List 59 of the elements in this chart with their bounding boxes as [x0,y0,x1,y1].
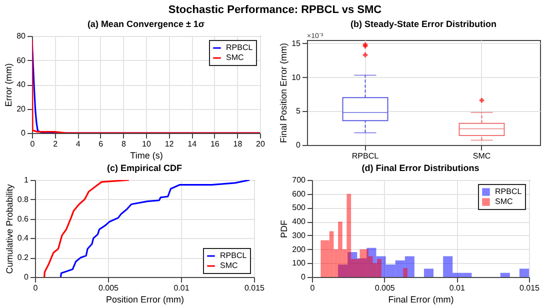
y-tick-label: 20 [16,104,26,114]
x-tick-label: 0.015 [519,284,540,292]
legend-label: SMC [220,261,238,270]
y-tick-label: 0 [21,128,26,138]
y-axis-title: Cumulative Probability [4,184,14,274]
y-tick-label: 0 [24,272,30,282]
y-tick-label: 60 [16,56,26,65]
legend-label: SMC [495,197,513,206]
x-tick-label: 10 [142,140,152,148]
x-axis-title: Final Error (mm) [388,294,454,304]
x-tick-label: 8 [121,140,126,148]
x-tick-label: 4 [76,140,81,148]
y-tick-label: 40 [16,80,26,89]
x-tick-label: 16 [210,140,220,148]
y-axis-title: PDF [279,220,290,238]
chart-title: (c) Empirical CDF [106,163,183,173]
y-tick-label: 700 [292,176,306,184]
x-tick-label: 0 [30,140,36,148]
y-tick-label: 100 [292,258,306,268]
chart-title: (a) Mean Convergence ± 1σ [87,19,205,29]
legend-label: SMC [226,53,244,62]
x-tick-label: 0 [33,284,38,292]
y-axis-title: Error (mm) [4,63,14,107]
x-axis-title: Time (s) [130,150,163,160]
y-tick-label: 1 [24,176,30,184]
y-tick-label: 0 [301,272,306,282]
x-tick-label: 20 [256,140,266,148]
x-tick-label: 18 [233,140,243,148]
x-axis-title: Position Error (mm) [106,294,184,304]
y-tick-label: 15 [292,38,302,48]
y-tick-label: 500 [292,203,306,212]
y-tick-label: 300 [292,230,306,240]
legend-label: RPBCL [495,187,522,196]
y-tick-label: 600 [292,189,306,198]
chart-title: (b) Steady-State Error Distribution [350,19,497,29]
y-tick-label: 0.4 [17,234,30,243]
y-tick-label: 0.6 [17,214,30,224]
x-tick-label: 0.01 [174,284,190,292]
x-tick-label: 2 [53,140,58,148]
x-tick-label: 0.005 [98,284,120,292]
x-tick-label: 0.01 [449,284,466,292]
legend-label: RPBCL [220,251,248,260]
x-tick-label: 14 [188,140,198,148]
x-tick-label: 0.015 [244,284,266,292]
y-axis-title: Final Position Error (mm) [278,42,289,144]
y-tick-label: 0.2 [17,253,30,262]
y-tick-label: 10 [292,72,302,82]
x-tick-label: 0.005 [374,284,396,292]
x-tick-label: 0 [310,284,316,292]
text: Stochastic Performance: RPBCL vs SMC [167,3,383,18]
y-tick-label: 400 [292,217,306,226]
y-tick-label: 80 [16,32,26,40]
x-tick-label: 12 [164,140,174,148]
y-tick-label: 200 [292,244,306,254]
chart-title: (d) Final Error Distributions [362,163,480,173]
legend-label: RPBCL [226,43,254,52]
y-tick-label: 5 [296,106,302,116]
x-tick-label: 6 [98,140,104,148]
y-tick-label: 0.8 [17,194,30,204]
